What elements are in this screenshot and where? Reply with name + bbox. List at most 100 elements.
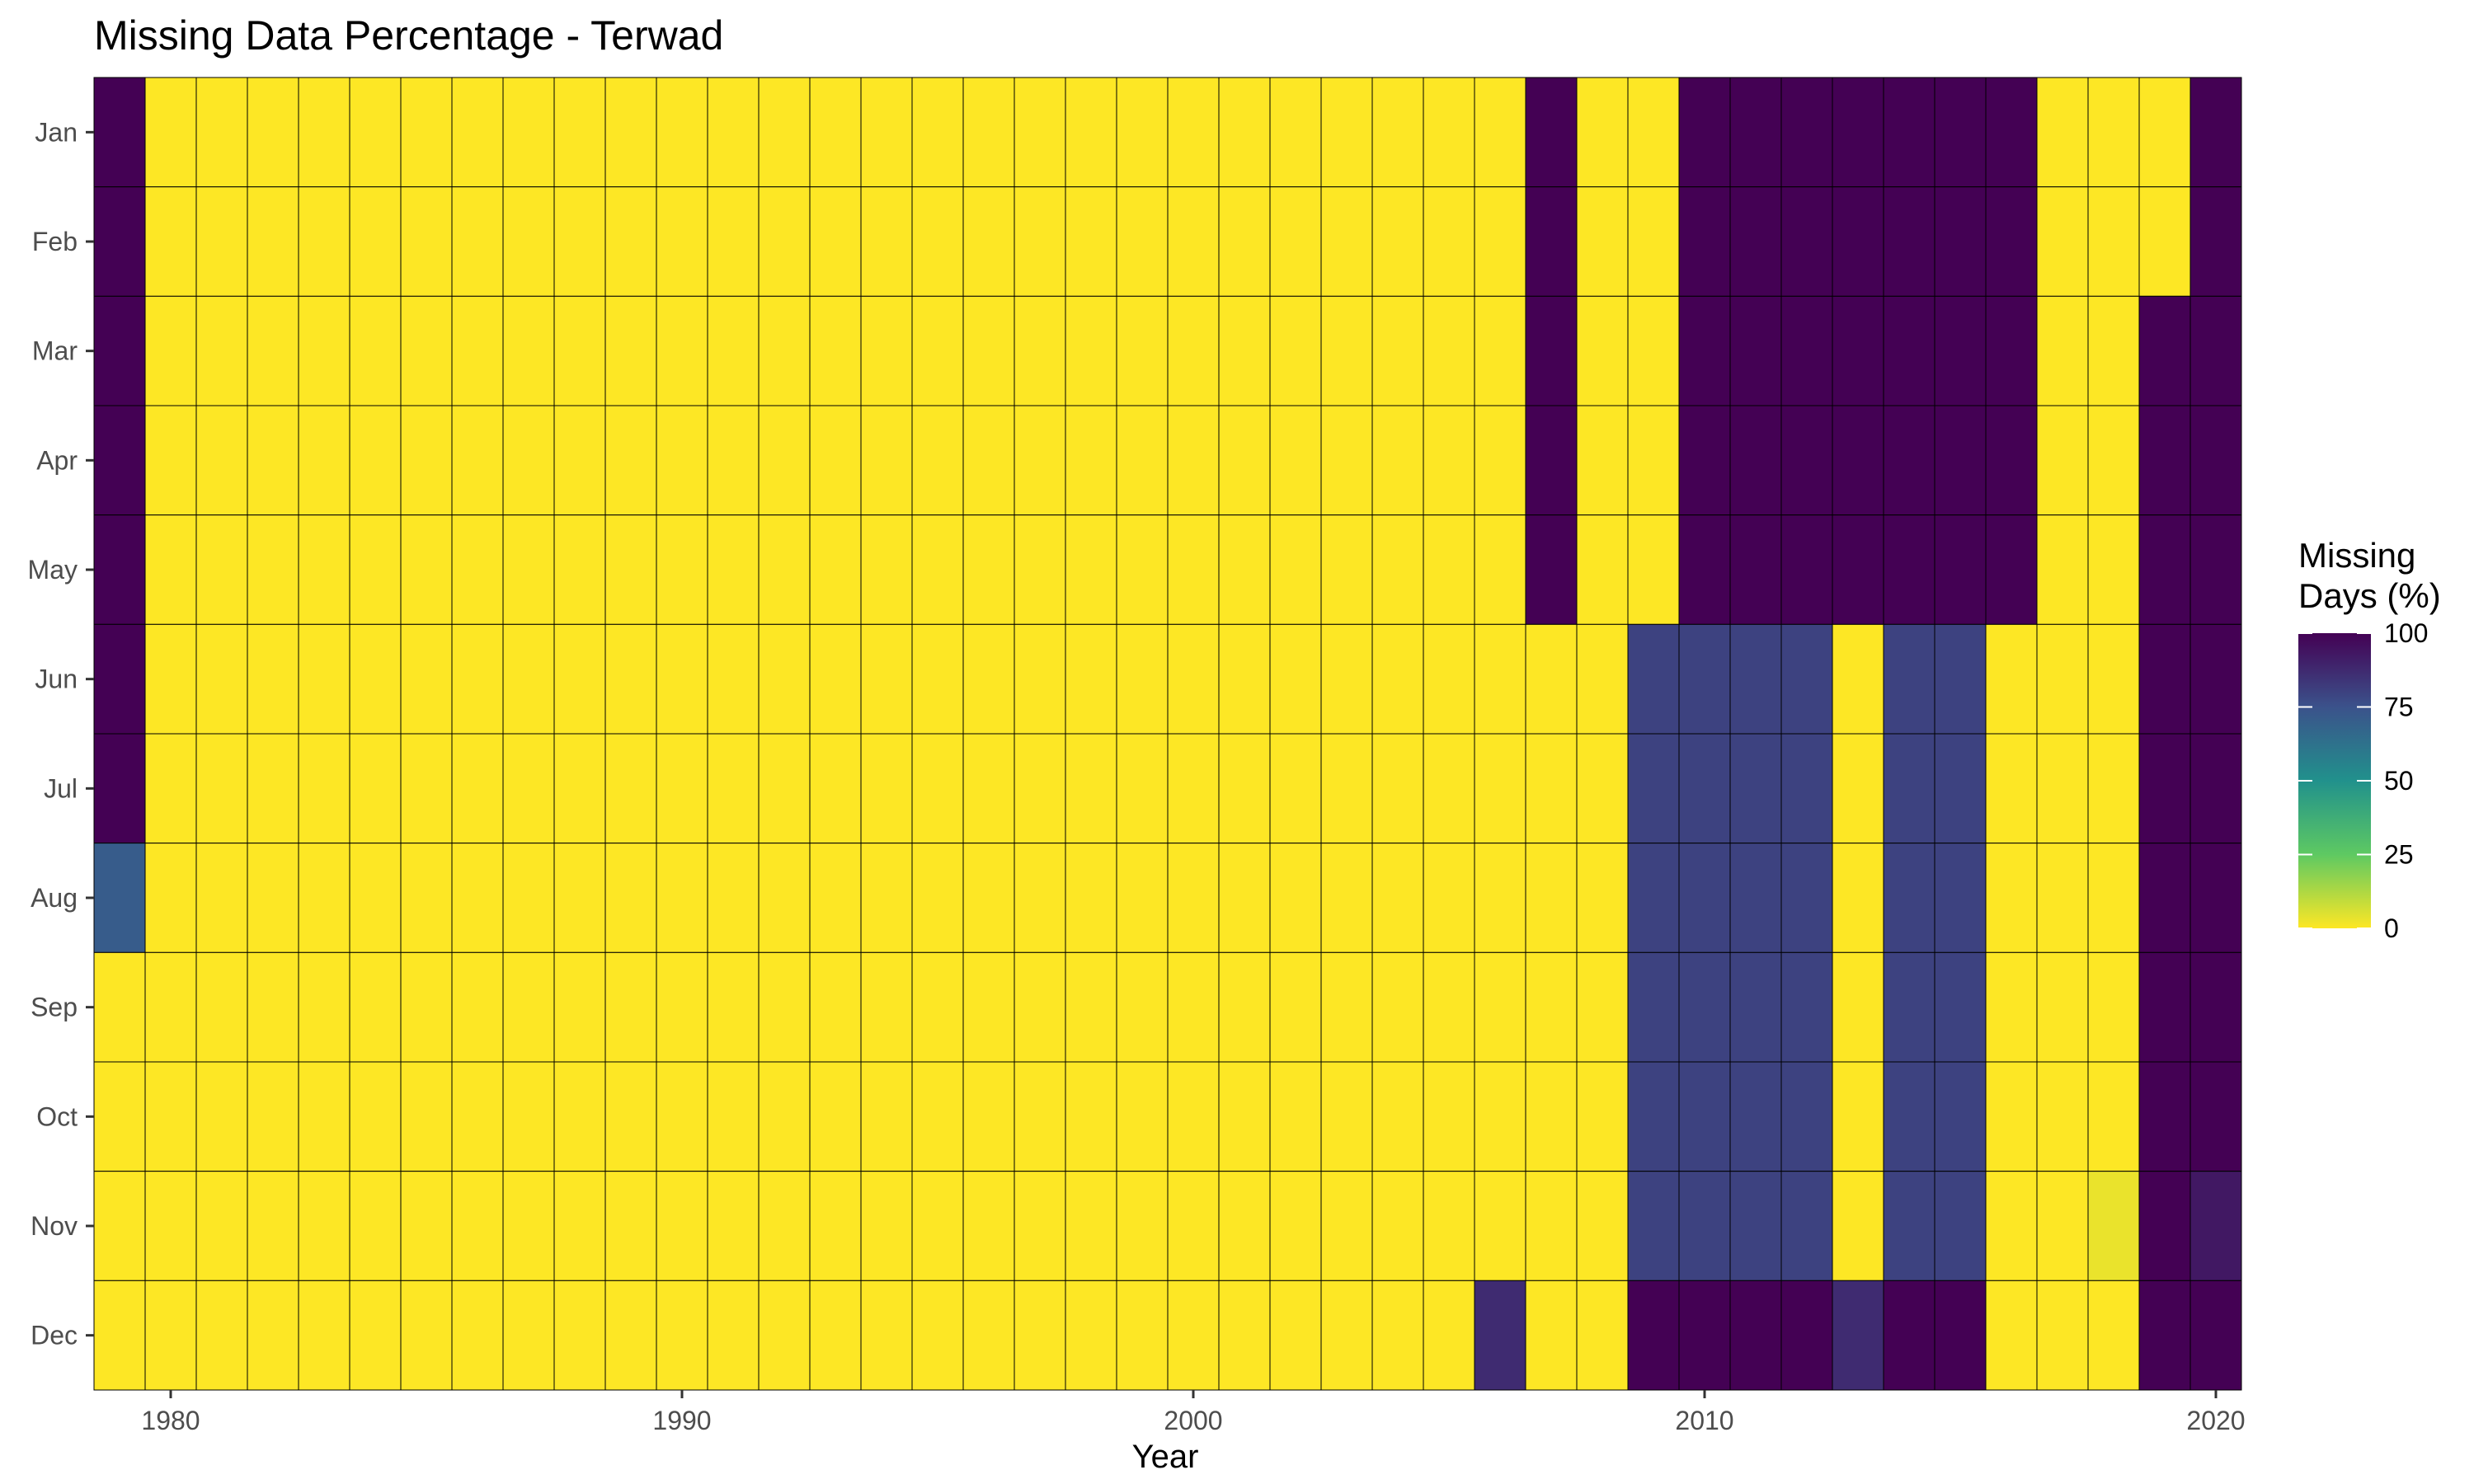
heatmap-cell: [1423, 951, 1475, 1063]
heatmap-cell: [2138, 405, 2191, 516]
heatmap-cell: [1474, 186, 1526, 297]
heatmap-cell: [1065, 77, 1117, 188]
heatmap-cell: [911, 1061, 964, 1172]
heatmap-cell: [1883, 514, 1935, 625]
heatmap-cell: [298, 843, 350, 953]
heatmap-cell: [451, 514, 504, 625]
heatmap-cell: [809, 1280, 862, 1391]
heatmap-cell: [144, 186, 197, 297]
heatmap-cell: [2138, 295, 2191, 406]
heatmap-cell: [707, 295, 760, 406]
heatmap-cell: [2189, 186, 2242, 297]
heatmap-cell: [400, 295, 453, 406]
heatmap-cell: [195, 295, 248, 406]
heatmap-cell: [1218, 1171, 1271, 1281]
heatmap-cell: [1985, 295, 2038, 406]
heatmap-cell: [2087, 1280, 2140, 1391]
heatmap-cell: [758, 843, 811, 953]
heatmap-cell: [1065, 843, 1117, 953]
heatmap-cell: [349, 405, 402, 516]
heatmap-cell: [1678, 623, 1731, 735]
heatmap-cell: [195, 951, 248, 1063]
heatmap-cell: [1678, 733, 1731, 844]
heatmap-cell: [2036, 295, 2089, 406]
y-tick-label: Nov: [31, 1211, 78, 1241]
heatmap-cell: [1525, 77, 1578, 188]
heatmap-cell: [1780, 77, 1833, 188]
heatmap-cell: [1065, 405, 1117, 516]
heatmap-cell: [247, 843, 299, 953]
heatmap-cell: [1320, 295, 1373, 406]
heatmap-cell: [144, 514, 197, 625]
heatmap-cell: [451, 405, 504, 516]
x-tick-label: 2000: [1164, 1406, 1222, 1435]
heatmap-cell: [1780, 186, 1833, 297]
heatmap-cell: [1218, 186, 1271, 297]
heatmap-cell: [1883, 1061, 1935, 1172]
heatmap-cell: [1423, 1171, 1475, 1281]
heatmap-cell: [2036, 186, 2089, 297]
heatmap-cell: [2138, 77, 2191, 188]
heatmap-cell: [1423, 623, 1475, 735]
heatmap-cell: [195, 405, 248, 516]
heatmap-cell: [1627, 77, 1680, 188]
heatmap-cell: [93, 951, 146, 1063]
heatmap-cell: [860, 733, 913, 844]
heatmap-cell: [604, 1171, 657, 1281]
heatmap-cell: [809, 1061, 862, 1172]
heatmap-cell: [1065, 1171, 1117, 1281]
heatmap-cell: [1780, 733, 1833, 844]
heatmap-cell: [298, 405, 350, 516]
heatmap-cell: [247, 733, 299, 844]
heatmap-cell: [1218, 733, 1271, 844]
x-axis-title: Year: [1132, 1439, 1199, 1475]
heatmap-cell: [809, 186, 862, 297]
heatmap-cell: [604, 733, 657, 844]
heatmap-cell: [758, 295, 811, 406]
heatmap-cell: [1423, 77, 1475, 188]
heatmap-cell: [1729, 951, 1782, 1063]
heatmap-cell: [1269, 405, 1322, 516]
heatmap-cell: [2138, 733, 2191, 844]
heatmap-cell: [1269, 843, 1322, 953]
heatmap-cell: [2087, 186, 2140, 297]
heatmap-cell: [604, 1280, 657, 1391]
heatmap-cell: [1116, 77, 1169, 188]
heatmap-cell: [1934, 1061, 1987, 1172]
heatmap-cell: [604, 77, 657, 188]
heatmap-cell: [1780, 295, 1833, 406]
heatmap-cell: [93, 733, 146, 844]
heatmap-cell: [2189, 1061, 2242, 1172]
heatmap-cell: [553, 733, 606, 844]
heatmap-cell: [1167, 1061, 1220, 1172]
heatmap-cell: [553, 186, 606, 297]
heatmap-cell: [1678, 186, 1731, 297]
heatmap-cell: [1014, 295, 1066, 406]
heatmap-cell: [1269, 77, 1322, 188]
heatmap-cell: [1729, 295, 1782, 406]
heatmap-cell: [1320, 405, 1373, 516]
heatmap-cell: [144, 77, 197, 188]
heatmap-cell: [1014, 77, 1066, 188]
heatmap-cell: [144, 843, 197, 953]
heatmap-cell: [1525, 1280, 1578, 1391]
heatmap-cell: [1985, 186, 2038, 297]
heatmap-cell: [809, 405, 862, 516]
heatmap-cell: [656, 623, 708, 735]
heatmap-cell: [758, 186, 811, 297]
heatmap-cell: [553, 951, 606, 1063]
heatmap-cell: [758, 951, 811, 1063]
heatmap-cell: [707, 623, 760, 735]
heatmap-cell: [195, 186, 248, 297]
heatmap-cell: [553, 1280, 606, 1391]
heatmap-cell: [962, 186, 1015, 297]
heatmap-cell: [1934, 186, 1987, 297]
heatmap-cell: [2087, 1171, 2140, 1281]
heatmap-cell: [860, 623, 913, 735]
heatmap-cell: [656, 1061, 708, 1172]
heatmap-cell: [1167, 77, 1220, 188]
legend-title-line1: Missing: [2298, 536, 2415, 575]
heatmap-cell: [1883, 843, 1935, 953]
heatmap-cell: [860, 1061, 913, 1172]
heatmap-cell: [1371, 1171, 1424, 1281]
